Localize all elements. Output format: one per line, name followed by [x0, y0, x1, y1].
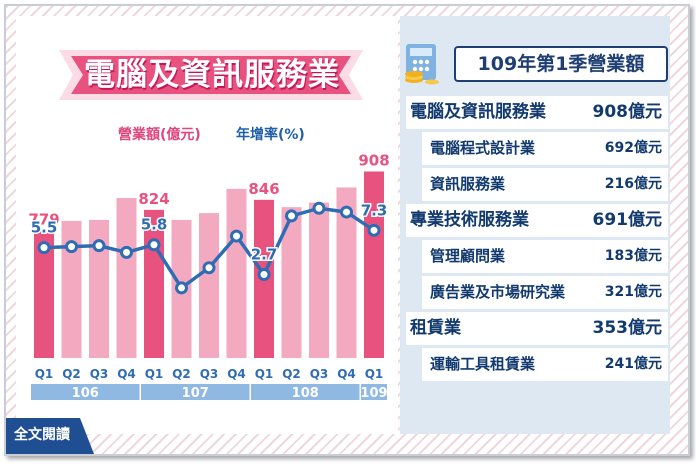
- sub-industry-row: 電腦程式設計業 692億元: [422, 132, 668, 165]
- growth-point: [230, 229, 243, 243]
- quarter-tick-label: Q1: [145, 367, 164, 381]
- growth-point: [340, 205, 353, 219]
- sub-industry-row: 廣告業及市場研究業 321億元: [422, 276, 668, 309]
- legend-growth: 年增率(%): [236, 127, 305, 143]
- quarter-tick-label: Q1: [365, 367, 384, 381]
- growth-point: [367, 223, 381, 237]
- industry-label: 電腦及資訊服務業: [410, 102, 546, 122]
- growth-point: [285, 209, 298, 223]
- growth-data-label: 5.5: [31, 219, 58, 237]
- industry-label: 租賃業: [410, 318, 461, 338]
- x-axis: Q1 Q2 Q3 Q4 Q1 Q2 Q3 Q4 Q1 Q2 Q3 Q4 Q1 106 107 108 109: [31, 367, 388, 401]
- industry-row: 專業技術服務業 691億元: [406, 204, 668, 237]
- industry-label: 運輸工具租賃業: [430, 355, 536, 373]
- quarter-tick-label: Q2: [62, 367, 81, 381]
- chart-title: 電腦及資訊服務業: [84, 57, 340, 93]
- quarter-tick-label: Q3: [310, 367, 329, 381]
- industry-label: 電腦程式設計業: [430, 139, 536, 157]
- industry-value: 241億元: [604, 356, 662, 372]
- quarter-tick-label: Q1: [255, 367, 274, 381]
- year-label: 109: [360, 386, 387, 401]
- read-more-tab-shape: [6, 418, 94, 454]
- read-more-link[interactable]: 全文閱讀: [6, 418, 94, 454]
- revenue-data-label: 824: [138, 190, 169, 208]
- chart-title-banner: 電腦及資訊服務業: [51, 42, 371, 108]
- year-band: [251, 384, 360, 400]
- growth-point: [120, 245, 133, 259]
- growth-line: [37, 201, 381, 295]
- year-band: [361, 384, 387, 400]
- year-band: [31, 384, 140, 400]
- revenue-bar: [116, 198, 137, 358]
- revenue-bar: [34, 230, 54, 358]
- growth-point: [37, 241, 51, 255]
- quarter-tick-label: Q1: [35, 367, 54, 381]
- summary-header: 109年第1季營業額: [404, 42, 668, 85]
- industry-row: 電腦及資訊服務業 908億元: [406, 96, 668, 129]
- year-band: [141, 384, 250, 400]
- industry-value: 183億元: [604, 248, 662, 264]
- revenue-bar: [61, 220, 82, 358]
- growth-data-label: 5.8: [141, 216, 168, 234]
- industry-label: 專業技術服務業: [410, 210, 529, 230]
- industry-value: 216億元: [604, 176, 662, 192]
- quarter-tick-label: Q4: [337, 367, 356, 381]
- quarter-tick-label: Q4: [117, 367, 136, 381]
- data-labels: 779 824 846 908 5.5 5.8 2.7 7.3: [28, 151, 389, 264]
- sub-industry-row: 運輸工具租賃業 241億元: [422, 348, 668, 381]
- growth-point: [202, 261, 216, 275]
- revenue-bar: [199, 213, 219, 358]
- revenue-data-label: 908: [358, 151, 389, 169]
- industry-value: 692億元: [604, 140, 662, 156]
- revenue-bar: [226, 188, 247, 358]
- growth-point: [147, 238, 161, 252]
- summary-title: 109年第1季營業額: [454, 46, 668, 82]
- quarter-tick-label: Q3: [90, 367, 109, 381]
- industry-value: 353億元: [592, 318, 663, 338]
- industry-row: 租賃業 353億元: [406, 312, 668, 345]
- revenue-bar: [336, 187, 357, 358]
- revenue-bar: [309, 202, 329, 358]
- quarter-tick-label: Q2: [282, 367, 301, 381]
- industry-value: 691億元: [592, 210, 663, 230]
- quarter-tick-label: Q2: [172, 367, 191, 381]
- quarter-tick-label: Q4: [227, 367, 246, 381]
- revenue-bar: [89, 219, 109, 358]
- infographic-frame: 電腦及資訊服務業 營業額(億元) 年增率(%) 779 824 846 908 5.5 5…: [4, 4, 690, 456]
- sub-industry-row: 資訊服務業 216億元: [422, 168, 668, 201]
- revenue-data-label: 846: [248, 180, 279, 198]
- growth-point: [312, 201, 326, 215]
- year-label: 107: [182, 386, 209, 401]
- revenue-bar: [364, 171, 384, 358]
- quarter-tick-label: Q3: [200, 367, 219, 381]
- read-more-label: 全文閱讀: [14, 427, 70, 443]
- industry-label: 廣告業及市場研究業: [430, 283, 566, 301]
- industry-value: 908億元: [592, 102, 663, 122]
- growth-data-label: 7.3: [361, 201, 388, 219]
- revenue-data-label: 779: [28, 210, 59, 228]
- growth-point: [65, 240, 78, 254]
- sub-industry-row: 管理顧問業 183億元: [422, 240, 668, 273]
- industry-label: 管理顧問業: [430, 247, 506, 265]
- growth-data-label: 2.7: [251, 245, 278, 263]
- revenue-bar: [281, 207, 302, 358]
- industry-label: 資訊服務業: [430, 175, 506, 193]
- growth-point: [257, 267, 271, 281]
- industry-value: 321億元: [604, 284, 662, 300]
- growth-point: [92, 239, 106, 253]
- legend-revenue: 營業額(億元): [118, 127, 201, 143]
- growth-point: [175, 281, 188, 295]
- title-ribbon-shape: [59, 50, 363, 100]
- coins-calculator-icon: [405, 44, 439, 85]
- year-label: 106: [72, 386, 99, 401]
- year-label: 108: [292, 386, 319, 401]
